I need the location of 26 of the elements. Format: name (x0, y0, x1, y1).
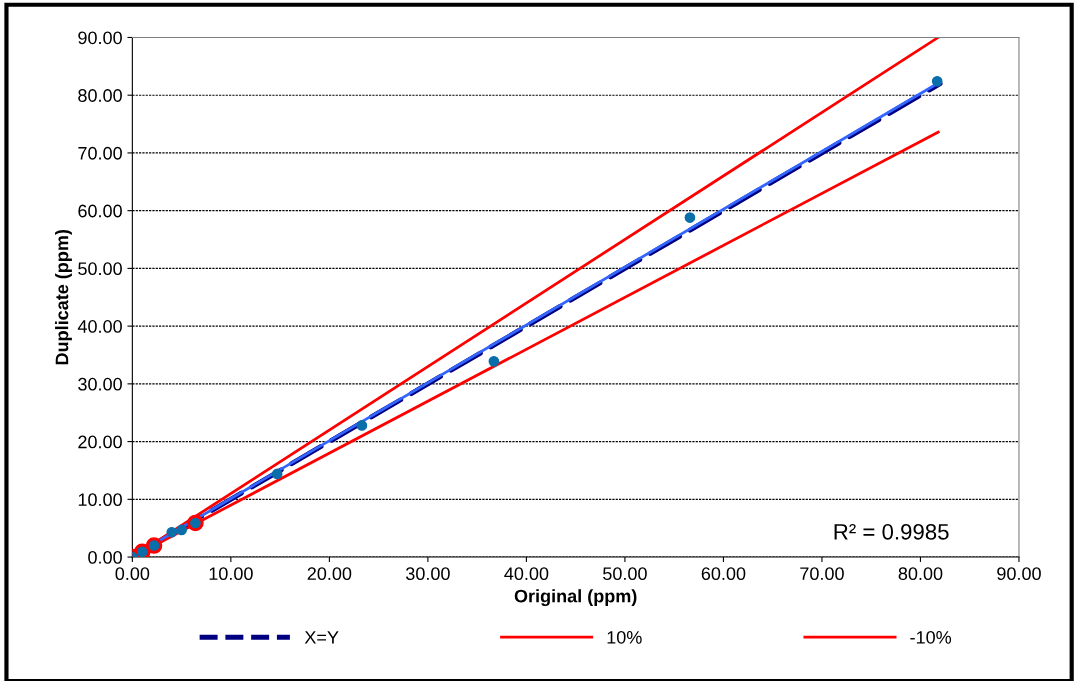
x-tick-label: 80.00 (898, 567, 943, 581)
y-tick-label: 40.00 (77, 320, 122, 333)
legend-label: X=Y (304, 631, 339, 644)
legend-label: 10% (607, 630, 642, 644)
y-axis-title: Duplicate (ppm) (55, 229, 72, 365)
y-tick-label: 70.00 (78, 146, 122, 160)
y-tick-label: 90.00 (78, 31, 122, 45)
legend-label: -10% (910, 630, 952, 644)
x-tick-label: 60.00 (701, 567, 746, 581)
y-tick-label: 30.00 (78, 377, 122, 391)
x-tick-label: 30.00 (405, 567, 450, 581)
y-tick-label: 0.00 (88, 550, 122, 564)
x-tick-label: 70.00 (800, 567, 844, 581)
y-tick-label: 80.00 (78, 89, 122, 102)
y-tick-label: 20.00 (78, 435, 122, 449)
y-tick-label: 50.00 (78, 262, 122, 276)
annotation: R² = 0.9985 (834, 523, 949, 540)
y-tick-label: 60.00 (78, 204, 122, 218)
x-tick-label: 50.00 (603, 567, 647, 581)
x-axis-title: Original (ppm) (514, 589, 637, 607)
x-tick-label: 0.00 (115, 567, 150, 581)
x-tick-label: 40.00 (504, 567, 549, 581)
x-tick-label: 10.00 (209, 567, 253, 581)
x-tick-label: 20.00 (307, 567, 352, 581)
x-tick-label: 90.00 (997, 567, 1041, 581)
y-tick-label: 10.00 (78, 493, 122, 507)
